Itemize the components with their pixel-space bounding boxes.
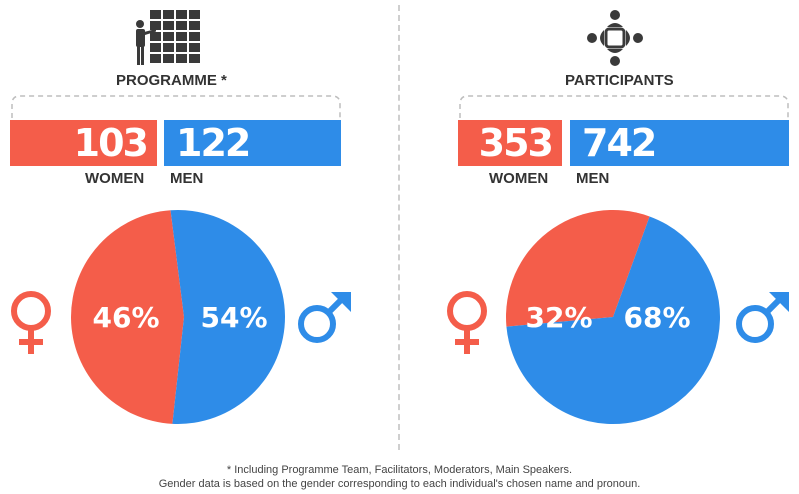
participants-women-count: 353 — [478, 121, 554, 165]
programme-title: PROGRAMME * — [116, 72, 227, 89]
participants-women-pct-label: 32% — [525, 301, 592, 334]
programme-men-pct-label: 54% — [200, 301, 267, 334]
footnote-line-1: * Including Programme Team, Facilitators… — [226, 464, 573, 476]
programme-men-label: MEN — [170, 170, 204, 187]
footnote-line-2: Gender data is based on the gender corre… — [158, 478, 641, 490]
participants-women-slice — [506, 209, 650, 327]
participants-title: PARTICIPANTS — [565, 72, 674, 89]
female-symbol-icon — [8, 290, 54, 361]
participants-bracket — [459, 95, 789, 118]
participants-men-label: MEN — [576, 170, 610, 187]
programme-men-slice — [170, 210, 286, 424]
programme-bracket — [11, 95, 341, 118]
participants-men-bar: 742 — [570, 120, 789, 166]
participants-men-count: 742 — [582, 121, 657, 165]
presenter-grid-icon — [132, 8, 212, 68]
programme-women-slice — [71, 210, 184, 424]
male-symbol-icon — [733, 290, 791, 351]
programme-panel: PROGRAMME * 103 122 WOMEN MEN 46% 54% — [0, 0, 399, 460]
programme-men-bar: 122 — [164, 120, 341, 166]
people-table-icon — [585, 8, 645, 68]
participants-women-bar: 353 — [458, 120, 562, 166]
programme-men-count: 122 — [176, 121, 251, 165]
programme-women-bar: 103 — [10, 120, 157, 166]
participants-women-label: WOMEN — [489, 170, 549, 187]
participants-pie-chart: 32% 68% — [506, 209, 720, 424]
male-symbol-icon — [295, 290, 353, 351]
female-symbol-icon — [444, 290, 490, 361]
participants-panel: PARTICIPANTS 353 742 WOMEN MEN 32% 68% — [400, 0, 799, 460]
programme-women-count: 103 — [73, 121, 149, 165]
programme-women-label: WOMEN — [85, 170, 145, 187]
programme-pie-chart: 46% 54% — [71, 210, 286, 424]
participants-men-slice — [506, 216, 720, 424]
center-divider — [398, 5, 400, 450]
participants-men-pct-label: 68% — [623, 301, 690, 334]
programme-women-pct-label: 46% — [92, 301, 159, 334]
